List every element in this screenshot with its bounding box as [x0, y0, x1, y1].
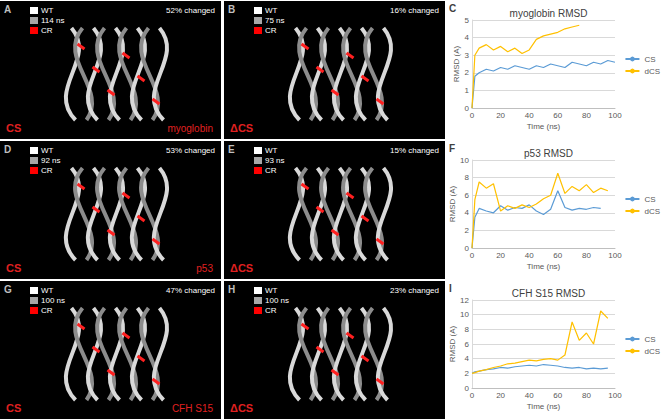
svg-text:dCS: dCS: [644, 67, 660, 76]
svg-text:CR: CR: [41, 306, 53, 315]
svg-text:40: 40: [525, 251, 534, 260]
svg-text:myoglobin RMSD: myoglobin RMSD: [510, 8, 588, 19]
svg-text:ΔCS: ΔCS: [230, 262, 253, 274]
svg-text:2: 2: [465, 226, 470, 235]
svg-text:100 ns: 100 ns: [265, 296, 289, 305]
svg-text:D: D: [4, 144, 11, 155]
svg-text:0: 0: [470, 391, 475, 400]
svg-text:52% changed: 52% changed: [166, 6, 215, 15]
svg-text:ΔCS: ΔCS: [230, 402, 253, 414]
svg-text:WT: WT: [265, 6, 278, 15]
svg-text:100: 100: [608, 111, 622, 120]
svg-text:47% changed: 47% changed: [166, 286, 215, 295]
svg-text:Time (ns): Time (ns): [527, 262, 561, 271]
svg-text:100: 100: [608, 251, 622, 260]
svg-text:0: 0: [464, 103, 469, 113]
svg-text:1: 1: [465, 86, 470, 95]
svg-text:80: 80: [582, 251, 591, 260]
svg-text:8: 8: [465, 173, 470, 182]
svg-text:60: 60: [553, 251, 562, 260]
svg-text:40: 40: [525, 111, 534, 120]
svg-text:4: 4: [465, 208, 470, 217]
svg-text:CR: CR: [41, 26, 53, 35]
svg-text:2: 2: [465, 68, 470, 77]
svg-text:CFH S15: CFH S15: [172, 403, 214, 414]
svg-text:WT: WT: [41, 286, 54, 295]
svg-text:G: G: [4, 284, 12, 295]
svg-text:75 ns: 75 ns: [265, 16, 285, 25]
svg-text:10: 10: [460, 310, 469, 319]
svg-text:4: 4: [465, 354, 470, 363]
svg-text:WT: WT: [265, 146, 278, 155]
svg-text:dCS: dCS: [644, 347, 660, 356]
svg-text:WT: WT: [265, 286, 278, 295]
svg-text:100 ns: 100 ns: [41, 296, 65, 305]
svg-text:p53: p53: [196, 263, 213, 274]
svg-text:15% changed: 15% changed: [390, 146, 439, 155]
svg-text:ΔCS: ΔCS: [230, 122, 253, 134]
svg-text:40: 40: [525, 391, 534, 400]
svg-text:CS: CS: [6, 262, 21, 274]
svg-text:CS: CS: [6, 402, 21, 414]
svg-text:CS: CS: [644, 195, 655, 204]
svg-text:0: 0: [464, 383, 469, 393]
svg-text:0: 0: [470, 251, 475, 260]
svg-text:I: I: [449, 283, 452, 294]
svg-text:23% changed: 23% changed: [390, 286, 439, 295]
svg-text:92 ns: 92 ns: [41, 156, 61, 165]
svg-text:60: 60: [553, 111, 562, 120]
svg-text:Time (ns): Time (ns): [527, 122, 561, 131]
svg-text:WT: WT: [41, 6, 54, 15]
svg-text:60: 60: [553, 391, 562, 400]
svg-text:53% changed: 53% changed: [166, 146, 215, 155]
svg-text:114 ns: 114 ns: [41, 16, 64, 25]
svg-text:93 ns: 93 ns: [265, 156, 285, 165]
svg-text:16% changed: 16% changed: [390, 6, 439, 15]
svg-text:B: B: [228, 4, 235, 15]
svg-text:CS: CS: [644, 55, 655, 64]
svg-text:5: 5: [465, 16, 470, 25]
svg-text:2: 2: [465, 369, 470, 378]
svg-text:CS: CS: [644, 335, 655, 344]
svg-text:p53 RMSD: p53 RMSD: [524, 148, 573, 159]
svg-text:CR: CR: [265, 166, 277, 175]
svg-text:20: 20: [496, 111, 505, 120]
svg-text:8: 8: [465, 325, 470, 334]
svg-text:10: 10: [460, 156, 469, 165]
svg-text:CR: CR: [265, 26, 277, 35]
svg-text:80: 80: [582, 111, 591, 120]
svg-text:dCS: dCS: [644, 207, 660, 216]
svg-text:6: 6: [465, 191, 470, 200]
svg-text:RMSD (A): RMSD (A): [448, 325, 457, 362]
svg-text:Time (ns): Time (ns): [527, 402, 561, 411]
svg-text:12: 12: [460, 296, 469, 305]
svg-text:myoglobin: myoglobin: [167, 123, 213, 134]
svg-text:4: 4: [465, 33, 470, 42]
svg-text:CFH S15 RMSD: CFH S15 RMSD: [512, 288, 585, 299]
svg-text:RMSD (A): RMSD (A): [448, 185, 457, 222]
svg-text:H: H: [228, 284, 235, 295]
svg-text:0: 0: [470, 111, 475, 120]
svg-text:E: E: [228, 144, 235, 155]
svg-text:WT: WT: [41, 146, 54, 155]
svg-text:3: 3: [465, 51, 470, 60]
svg-text:20: 20: [496, 251, 505, 260]
svg-text:0: 0: [464, 243, 469, 253]
svg-text:CS: CS: [6, 122, 21, 134]
svg-text:CR: CR: [265, 306, 277, 315]
svg-text:100: 100: [608, 391, 622, 400]
svg-text:20: 20: [496, 391, 505, 400]
svg-text:RMSD (A): RMSD (A): [452, 45, 461, 82]
svg-text:80: 80: [582, 391, 591, 400]
svg-text:C: C: [449, 3, 456, 14]
svg-text:CR: CR: [41, 166, 53, 175]
svg-text:6: 6: [465, 340, 470, 349]
svg-text:A: A: [4, 4, 11, 15]
svg-text:F: F: [449, 143, 455, 154]
